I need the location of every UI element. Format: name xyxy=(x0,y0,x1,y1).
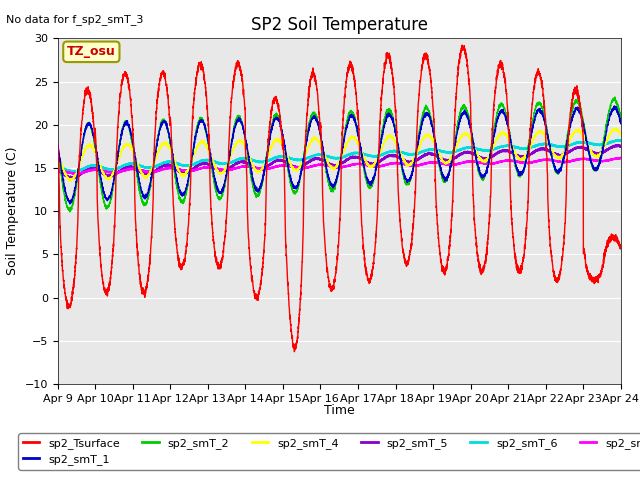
sp2_smT_7 xyxy=(617,155,625,161)
Y-axis label: Soil Temperature (C): Soil Temperature (C) xyxy=(6,147,19,276)
sp2_smT_4 xyxy=(67,178,74,184)
Line: sp2_smT_2: sp2_smT_2 xyxy=(58,97,621,212)
sp2_smT_5 xyxy=(617,144,625,150)
sp2_smT_1 xyxy=(617,121,625,127)
sp2_smT_7 xyxy=(319,162,326,168)
sp2_smT_5 xyxy=(466,150,474,156)
Line: sp2_Tsurface: sp2_Tsurface xyxy=(58,45,621,352)
sp2_smT_4 xyxy=(155,146,163,152)
sp2_smT_1 xyxy=(66,201,74,207)
sp2_smT_2 xyxy=(466,120,474,125)
sp2_smT_6 xyxy=(498,144,506,149)
sp2_smT_6 xyxy=(617,138,625,144)
sp2_smT_6 xyxy=(435,148,442,154)
sp2_smT_2 xyxy=(498,100,506,106)
sp2_smT_7 xyxy=(54,168,61,173)
sp2_smT_5 xyxy=(319,157,326,163)
Title: SP2 Soil Temperature: SP2 Soil Temperature xyxy=(251,16,428,34)
sp2_smT_5 xyxy=(67,175,75,181)
sp2_smT_1 xyxy=(616,119,624,125)
sp2_smT_5 xyxy=(615,142,623,148)
sp2_smT_2 xyxy=(54,145,61,151)
sp2_smT_6 xyxy=(319,152,326,158)
sp2_smT_5 xyxy=(435,154,442,160)
sp2_smT_5 xyxy=(54,168,61,173)
sp2_smT_2 xyxy=(319,144,326,149)
sp2_Tsurface xyxy=(458,42,466,48)
sp2_smT_5 xyxy=(155,166,163,172)
sp2_smT_7 xyxy=(466,158,474,164)
X-axis label: Time: Time xyxy=(324,404,355,417)
sp2_smT_1 xyxy=(498,107,506,113)
sp2_smT_7 xyxy=(435,160,442,166)
sp2_smT_7 xyxy=(155,168,163,173)
sp2_smT_7 xyxy=(616,155,624,161)
sp2_smT_2 xyxy=(611,94,619,100)
sp2_smT_4 xyxy=(54,150,61,156)
Legend: sp2_Tsurface, sp2_smT_1, sp2_smT_2, sp2_smT_4, sp2_smT_5, sp2_smT_6, sp2_smT_7: sp2_Tsurface, sp2_smT_1, sp2_smT_2, sp2_… xyxy=(19,433,640,469)
sp2_smT_7 xyxy=(72,171,80,177)
sp2_smT_1 xyxy=(435,155,442,161)
sp2_smT_6 xyxy=(155,162,163,168)
Text: TZ_osu: TZ_osu xyxy=(67,45,116,58)
sp2_Tsurface xyxy=(498,67,506,72)
sp2_Tsurface xyxy=(616,242,624,248)
Line: sp2_smT_4: sp2_smT_4 xyxy=(58,128,621,181)
sp2_smT_2 xyxy=(155,129,163,134)
sp2_Tsurface xyxy=(617,246,625,252)
sp2_smT_2 xyxy=(435,158,442,164)
sp2_smT_6 xyxy=(614,137,622,143)
sp2_smT_7 xyxy=(616,155,624,161)
sp2_smT_1 xyxy=(54,142,61,148)
sp2_smT_2 xyxy=(617,117,625,123)
sp2_smT_4 xyxy=(617,132,625,137)
sp2_smT_4 xyxy=(466,135,474,141)
sp2_smT_4 xyxy=(616,131,624,137)
sp2_smT_4 xyxy=(612,125,620,131)
sp2_Tsurface xyxy=(54,141,61,147)
Line: sp2_smT_5: sp2_smT_5 xyxy=(58,145,621,178)
sp2_smT_6 xyxy=(616,137,624,143)
sp2_smT_7 xyxy=(498,159,506,165)
Text: No data for f_sp2_smT_3: No data for f_sp2_smT_3 xyxy=(6,14,144,25)
sp2_smT_5 xyxy=(616,143,624,148)
sp2_Tsurface xyxy=(155,86,163,92)
sp2_smT_4 xyxy=(498,130,506,136)
sp2_Tsurface xyxy=(466,87,474,93)
sp2_smT_1 xyxy=(319,140,326,145)
sp2_smT_2 xyxy=(616,114,624,120)
sp2_smT_2 xyxy=(66,209,74,215)
sp2_Tsurface xyxy=(291,349,298,355)
sp2_smT_6 xyxy=(466,145,474,151)
sp2_smT_6 xyxy=(69,169,77,175)
sp2_smT_1 xyxy=(466,121,474,127)
sp2_smT_4 xyxy=(319,145,326,151)
sp2_smT_4 xyxy=(435,150,442,156)
sp2_smT_1 xyxy=(611,103,618,109)
sp2_Tsurface xyxy=(319,175,326,180)
sp2_smT_6 xyxy=(54,164,61,170)
Line: sp2_smT_7: sp2_smT_7 xyxy=(58,158,621,174)
sp2_smT_5 xyxy=(498,148,506,154)
sp2_Tsurface xyxy=(435,236,442,241)
sp2_smT_1 xyxy=(155,132,163,138)
Line: sp2_smT_6: sp2_smT_6 xyxy=(58,140,621,172)
Line: sp2_smT_1: sp2_smT_1 xyxy=(58,106,621,204)
